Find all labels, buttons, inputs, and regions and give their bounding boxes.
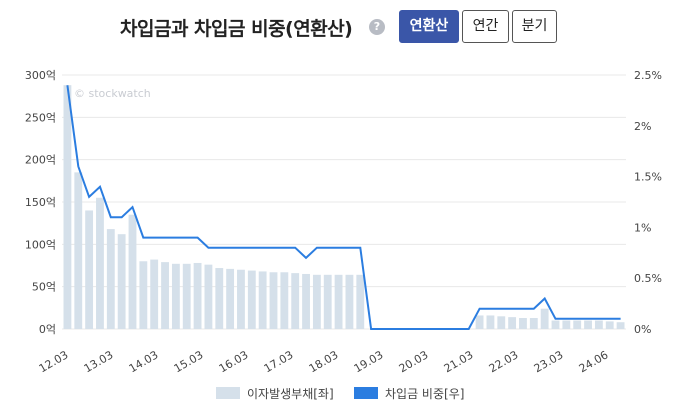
x-tick-label: 13.03 [82, 348, 116, 375]
y-right-tick-label: 1% [634, 221, 651, 234]
y-left-tick-label: 0억 [39, 323, 56, 336]
chart-header: 차입금과 차입금 비중(연환산) ? 연환산 연간 분기 [0, 10, 678, 46]
legend-line-swatch [354, 387, 378, 399]
bar [573, 320, 582, 329]
y-axis-right: 0% 0.5% 1% 1.5% 2% 2.5% [634, 69, 662, 336]
bar [182, 263, 191, 329]
x-tick-label: 18.03 [307, 348, 341, 375]
bar [171, 263, 180, 329]
bar [594, 320, 603, 329]
bar [280, 272, 289, 329]
bar [74, 172, 83, 329]
bar [475, 315, 484, 329]
bar [215, 268, 224, 329]
bar [584, 320, 592, 329]
annual-button[interactable]: 연간 [462, 10, 509, 43]
bar [302, 273, 310, 329]
x-tick-label: 20.03 [397, 348, 431, 375]
legend-line-label[interactable]: 차입금 비중[우] [385, 387, 464, 401]
bar [193, 262, 202, 329]
x-tick-label: 15.03 [172, 348, 206, 375]
bar [323, 274, 332, 329]
bar [161, 262, 169, 329]
x-tick-label: 23.03 [532, 348, 566, 375]
bar [63, 85, 72, 329]
y-axis-left: 0억 50억 100억 150억 200억 250억 300억 [25, 69, 56, 336]
bar [106, 229, 115, 329]
watermark: © stockwatch [74, 87, 151, 100]
y-right-tick-label: 0.5% [634, 272, 662, 285]
legend: 이자발생부채[좌] 차입금 비중[우] [216, 387, 464, 401]
x-tick-label: 19.03 [352, 348, 386, 375]
annualized-button[interactable]: 연환산 [399, 10, 459, 43]
bar [204, 264, 213, 329]
x-tick-label: 14.03 [127, 348, 161, 375]
bar [334, 274, 343, 329]
bar [139, 261, 148, 329]
y-right-tick-label: 2% [634, 120, 651, 133]
bar [486, 315, 495, 329]
bar [312, 274, 321, 329]
bar [291, 273, 300, 329]
legend-bar-label[interactable]: 이자발생부채[좌] [247, 387, 334, 401]
y-left-tick-label: 300억 [25, 69, 56, 82]
x-tick-label: 21.03 [442, 348, 476, 375]
bar [616, 322, 625, 329]
bar [247, 270, 256, 329]
y-left-tick-label: 250억 [25, 111, 56, 124]
y-left-tick-label: 150억 [25, 196, 56, 209]
legend-bar-swatch [216, 387, 240, 399]
bar [551, 320, 560, 329]
bar [356, 274, 365, 329]
x-axis: 12.03 13.03 14.03 15.03 16.03 17.03 18.03 19.03… [37, 348, 611, 375]
y-left-tick-label: 200억 [25, 154, 56, 167]
x-tick-label: 16.03 [217, 348, 251, 375]
bar [345, 274, 354, 329]
bar [150, 259, 159, 329]
x-tick-label: 12.03 [37, 348, 71, 375]
bar [562, 320, 571, 329]
bar-series [63, 85, 625, 329]
bar [508, 317, 517, 329]
bar [237, 269, 245, 329]
bar [529, 317, 538, 329]
y-left-tick-label: 50억 [32, 281, 56, 294]
bar [269, 272, 278, 329]
bar [96, 197, 104, 329]
y-right-tick-label: 2.5% [634, 69, 662, 82]
y-right-tick-label: 0% [634, 323, 651, 336]
quarterly-button[interactable]: 분기 [512, 10, 557, 43]
bar [519, 317, 527, 329]
bar [540, 308, 549, 329]
bar [258, 271, 267, 329]
chart-title: 차입금과 차입금 비중(연환산) [120, 18, 353, 40]
bar [128, 214, 137, 329]
help-icon[interactable]: ? [369, 19, 385, 35]
bar [497, 316, 506, 329]
y-left-tick-label: 100억 [25, 238, 56, 251]
x-tick-label: 17.03 [262, 348, 296, 375]
bar [605, 321, 614, 329]
borrowing-ratio-line [66, 85, 621, 330]
bar [85, 210, 94, 329]
x-tick-label: 24.06 [577, 348, 611, 375]
y-right-tick-label: 1.5% [634, 171, 662, 184]
bar [117, 234, 126, 329]
bar [226, 268, 235, 329]
x-tick-label: 22.03 [487, 348, 521, 375]
